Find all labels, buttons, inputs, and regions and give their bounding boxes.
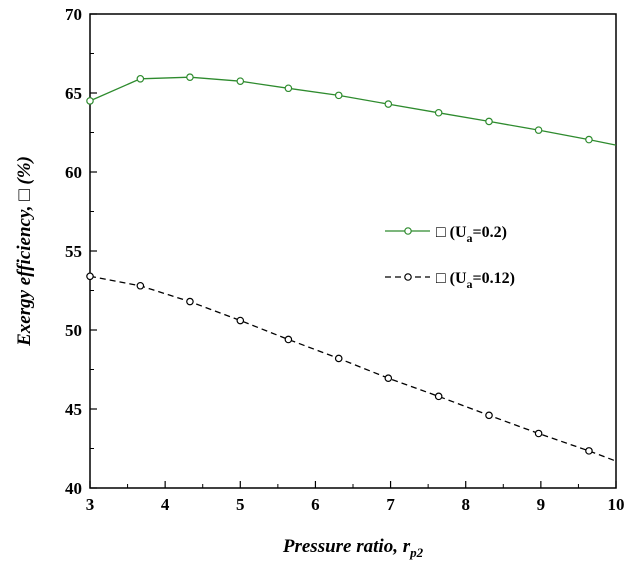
series-1-point (585, 135, 593, 144)
series-1-point (384, 100, 393, 108)
y-tick-label: 65 (65, 84, 82, 103)
series-1-point (284, 84, 293, 93)
x-tick-label: 6 (311, 495, 320, 514)
legend-marker (404, 273, 412, 281)
x-axis-label-var: r (403, 536, 411, 557)
legend-label: □ (Ua=0.12) (436, 270, 515, 291)
x-tick-label: 9 (537, 495, 546, 514)
series-2-point (136, 281, 145, 290)
x-tick-label: 4 (161, 495, 170, 514)
series-layer (86, 73, 617, 462)
series-2-point (284, 335, 293, 344)
x-tick-label: 10 (608, 495, 625, 514)
y-tick-label: 45 (65, 400, 82, 419)
y-tick-label: 50 (65, 321, 82, 340)
x-tick-label: 7 (386, 495, 395, 514)
series-2-point (334, 354, 343, 363)
series-2-point (384, 374, 393, 382)
series-1-point (534, 126, 543, 134)
x-tick-label: 5 (236, 495, 245, 514)
series-2-point (86, 272, 94, 281)
series-2-point (236, 316, 245, 325)
series-1-point (136, 74, 145, 83)
series-2-line (89, 275, 617, 462)
y-tick-label: 60 (65, 163, 82, 182)
x-axis-label-text: Pressure ratio, (282, 536, 403, 557)
y-tick-label: 40 (65, 479, 82, 498)
series-1-point (434, 108, 443, 117)
series-2-point (534, 429, 543, 438)
series-1-point (236, 77, 245, 85)
series-1-line (89, 76, 617, 146)
series-2-point (585, 447, 593, 455)
y-tick-label: 70 (65, 5, 82, 24)
y-axis-label: Exergy efficiency, □ (%) (14, 156, 35, 347)
plot-frame (89, 13, 617, 489)
x-axis-label: Pressure ratio, rp2 (282, 536, 424, 560)
x-tick-label: 8 (461, 495, 470, 514)
series-2-point (485, 411, 493, 420)
series-1-point (186, 73, 194, 82)
legend-marker (404, 227, 412, 235)
legend-label: □ (Ua=0.2) (436, 224, 507, 245)
x-tick-label: 3 (86, 495, 95, 514)
series-2-point (434, 392, 443, 401)
series-1-point (86, 97, 94, 105)
series-2-point (186, 297, 194, 306)
series-1-point (485, 117, 493, 126)
series-1-point (334, 91, 343, 100)
y-tick-label: 55 (65, 242, 82, 261)
x-axis-label-sub: p2 (409, 545, 424, 560)
legend: □ (Ua=0.2) □ (Ua=0.12) (385, 224, 515, 291)
